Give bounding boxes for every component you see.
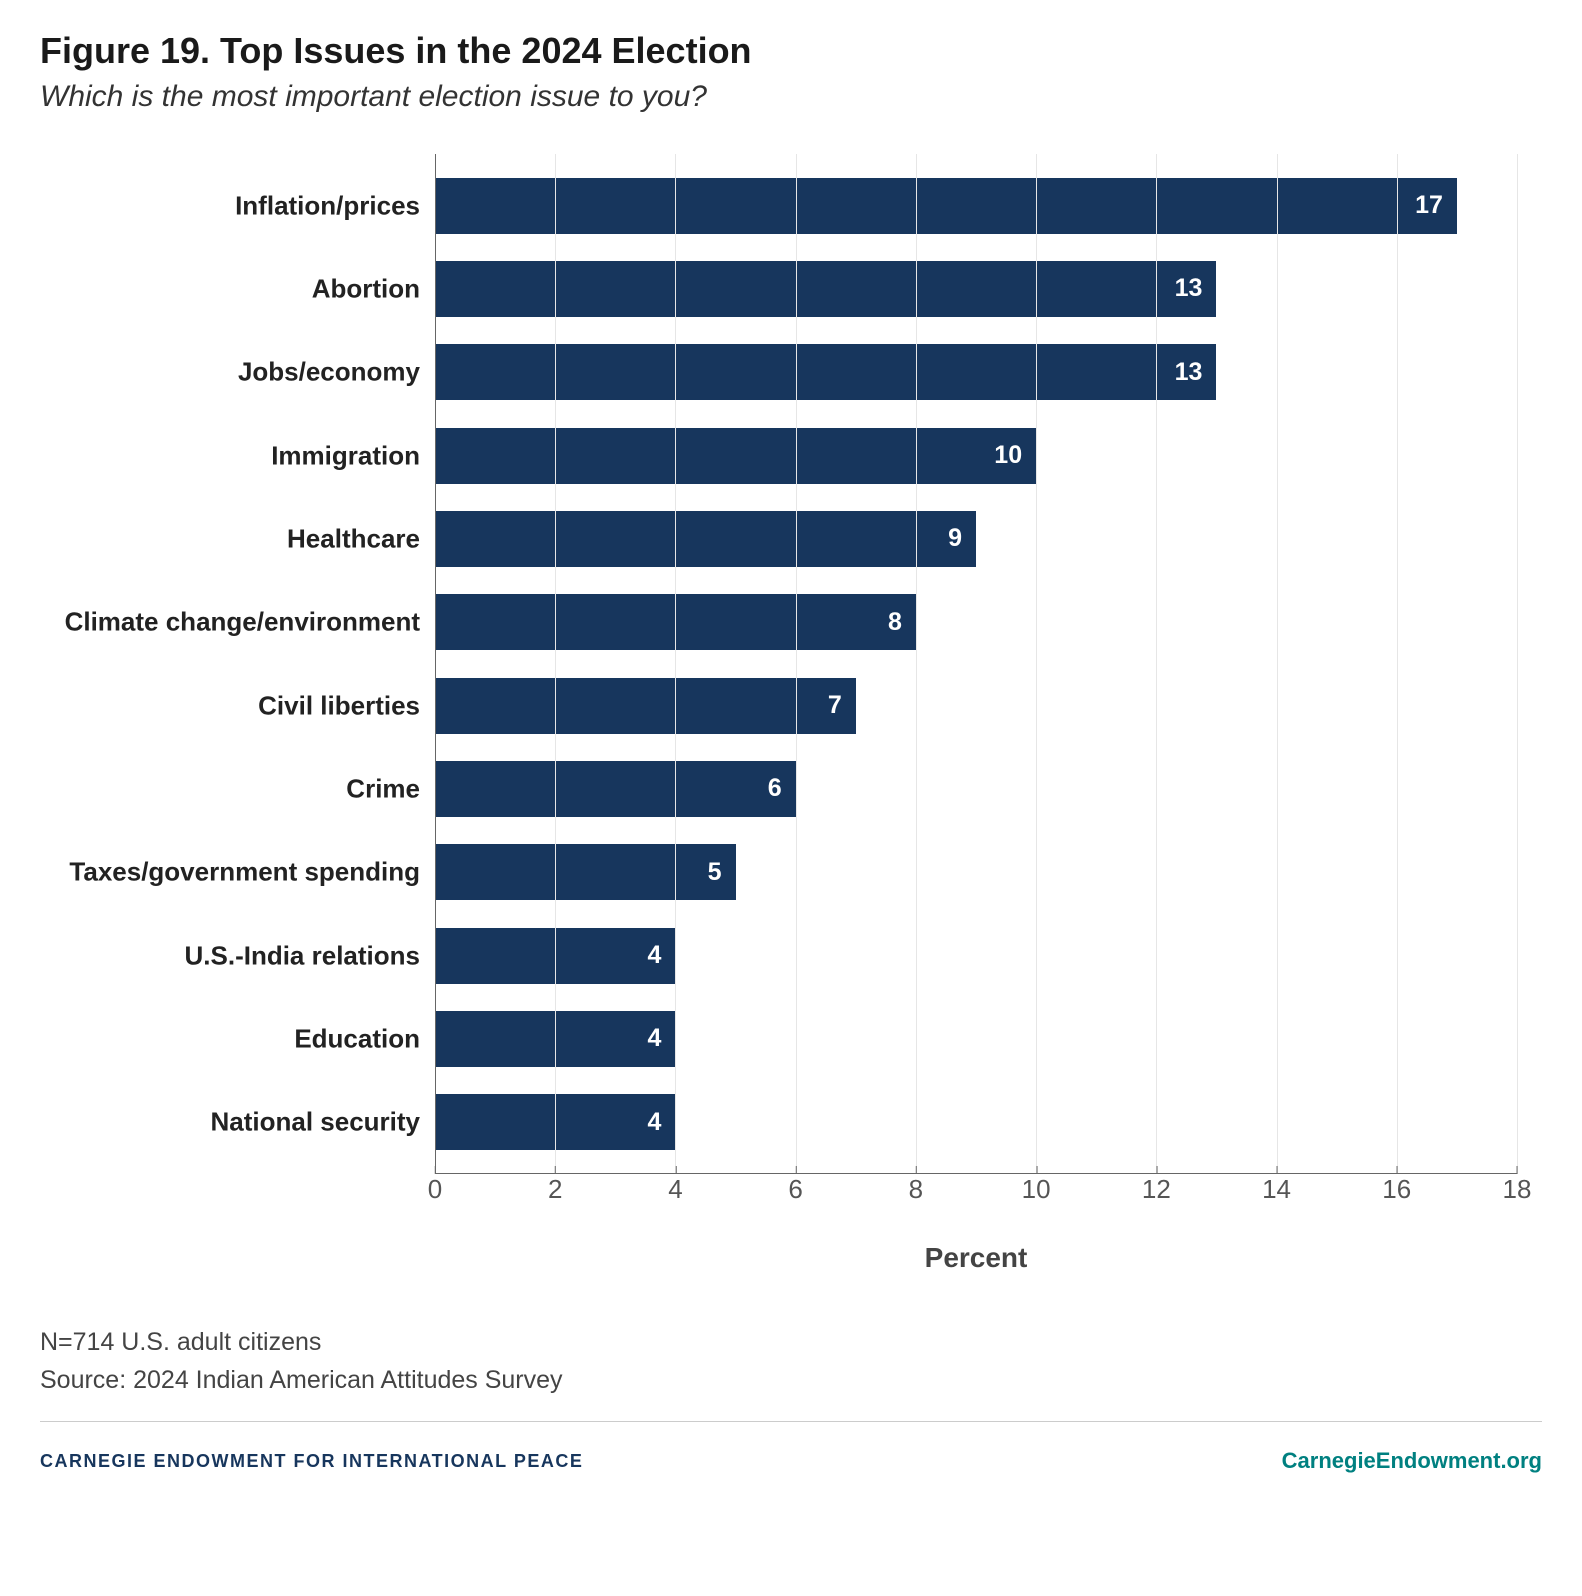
bar-value-label: 17: [1415, 191, 1443, 220]
x-tick-label: 8: [909, 1174, 923, 1205]
bar-row: National security4: [435, 1094, 1517, 1150]
bar-row: Jobs/economy13: [435, 344, 1517, 400]
chart-area: Inflation/prices17Abortion13Jobs/economy…: [40, 154, 1542, 1274]
x-tick-mark: [1517, 1166, 1518, 1174]
bar-row: U.S.-India relations4: [435, 928, 1517, 984]
bar-row: Climate change/environment8: [435, 594, 1517, 650]
bar: 5: [435, 844, 736, 900]
bars-container: Inflation/prices17 Abortion13 Jobs/economy…: [435, 154, 1517, 1174]
x-axis-label: Percent: [435, 1242, 1517, 1274]
bar-value-label: 13: [1175, 358, 1203, 387]
bar-value-label: 6: [768, 774, 782, 803]
bar: 6: [435, 761, 796, 817]
bar-row: Civil liberties7: [435, 678, 1517, 734]
y-axis-line: [435, 154, 436, 1174]
bar-category-label: Abortion: [312, 273, 435, 304]
gridline: [1156, 154, 1157, 1174]
footer-org-name: CARNEGIE ENDOWMENT FOR INTERNATIONAL PEA…: [40, 1451, 583, 1472]
bar-value-label: 8: [888, 608, 902, 637]
bar-value-label: 4: [648, 941, 662, 970]
figure-footer: CARNEGIE ENDOWMENT FOR INTERNATIONAL PEA…: [40, 1430, 1542, 1504]
gridline: [555, 154, 556, 1174]
bar: 7: [435, 678, 856, 734]
notes-source: Source: 2024 Indian American Attitudes S…: [40, 1362, 1542, 1400]
gridline: [796, 154, 797, 1174]
x-tick-label: 14: [1262, 1174, 1291, 1205]
bar-row: Taxes/government spending5: [435, 844, 1517, 900]
bar-value-label: 4: [648, 1108, 662, 1137]
x-tick-label: 18: [1503, 1174, 1532, 1205]
bar-category-label: Taxes/government spending: [69, 857, 435, 888]
x-tick-label: 16: [1382, 1174, 1411, 1205]
footer-url: CarnegieEndowment.org: [1282, 1448, 1542, 1474]
x-tick-mark: [1036, 1166, 1037, 1174]
bar-category-label: Climate change/environment: [65, 607, 435, 638]
figure-container: Figure 19. Top Issues in the 2024 Electi…: [0, 0, 1582, 1596]
x-tick-mark: [555, 1166, 556, 1174]
bar-value-label: 9: [948, 524, 962, 553]
x-tick-label: 4: [668, 1174, 682, 1205]
bar-category-label: National security: [210, 1107, 435, 1138]
bar-category-label: Civil liberties: [258, 690, 435, 721]
bar-category-label: U.S.-India relations: [185, 940, 436, 971]
notes-sample: N=714 U.S. adult citizens: [40, 1324, 1542, 1362]
bar-value-label: 5: [708, 858, 722, 887]
bar: 10: [435, 428, 1036, 484]
bar-category-label: Education: [294, 1023, 435, 1054]
bar-row: Crime6: [435, 761, 1517, 817]
bar: 13: [435, 261, 1216, 317]
gridline: [675, 154, 676, 1174]
bar: 17: [435, 178, 1457, 234]
gridline: [1277, 154, 1278, 1174]
bar-row: Abortion13: [435, 261, 1517, 317]
x-tick-mark: [1397, 1166, 1398, 1174]
gridline: [1036, 154, 1037, 1174]
bar-row: Immigration10: [435, 428, 1517, 484]
bar-category-label: Inflation/prices: [235, 190, 435, 221]
gridline: [916, 154, 917, 1174]
bar-category-label: Crime: [346, 773, 435, 804]
bar-value-label: 13: [1175, 274, 1203, 303]
x-tick-mark: [1277, 1166, 1278, 1174]
figure-notes: N=714 U.S. adult citizens Source: 2024 I…: [40, 1324, 1542, 1399]
x-tick-label: 12: [1142, 1174, 1171, 1205]
gridline: [1397, 154, 1398, 1174]
bar-category-label: Immigration: [271, 440, 435, 471]
figure-subtitle: Which is the most important election iss…: [40, 80, 1542, 114]
x-tick-mark: [796, 1166, 797, 1174]
plot-region: Inflation/prices17 Abortion13 Jobs/economy…: [435, 154, 1517, 1174]
x-tick-mark: [675, 1166, 676, 1174]
x-tick-mark: [1156, 1166, 1157, 1174]
x-tick-mark: [435, 1166, 436, 1174]
bar-value-label: 10: [994, 441, 1022, 470]
x-tick-label: 0: [428, 1174, 442, 1205]
x-tick-label: 6: [788, 1174, 802, 1205]
bar-value-label: 7: [828, 691, 842, 720]
x-tick-mark: [916, 1166, 917, 1174]
bar-row: Healthcare9: [435, 511, 1517, 567]
figure-title: Figure 19. Top Issues in the 2024 Electi…: [40, 30, 1542, 72]
x-axis-ticks: 024681012141618: [435, 1174, 1517, 1214]
bar-value-label: 4: [648, 1024, 662, 1053]
bar: 9: [435, 511, 976, 567]
bar: 13: [435, 344, 1216, 400]
gridline: [1517, 154, 1518, 1174]
footer-divider: [40, 1421, 1542, 1422]
bar-category-label: Jobs/economy: [238, 357, 435, 388]
bar-row: Education4: [435, 1011, 1517, 1067]
x-tick-label: 2: [548, 1174, 562, 1205]
x-tick-label: 10: [1022, 1174, 1051, 1205]
bar-category-label: Healthcare: [287, 523, 435, 554]
bar-row: Inflation/prices17: [435, 178, 1517, 234]
